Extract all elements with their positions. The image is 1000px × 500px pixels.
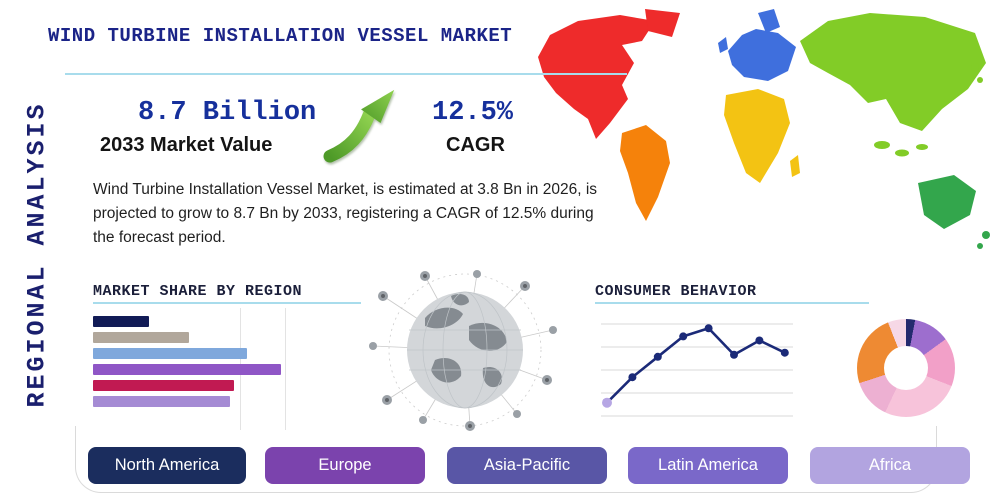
map-australia [918, 175, 976, 229]
map-africa [724, 89, 790, 183]
page-title: WIND TURBINE INSTALLATION VESSEL MARKET [48, 24, 513, 47]
donut-hole [884, 346, 928, 390]
bar-segment [93, 396, 231, 407]
map-island-2 [895, 149, 909, 157]
region-button-africa[interactable]: Africa [810, 447, 970, 484]
map-north-america [538, 15, 655, 139]
growth-arrow-icon [323, 89, 395, 163]
market-share-underline [93, 302, 361, 304]
cagr-value: 12.5% [432, 98, 514, 128]
world-map-image [538, 9, 990, 249]
map-scandinavia [758, 9, 780, 33]
map-asia [800, 13, 986, 131]
market-value-2033: 8.7 Billion [138, 98, 317, 128]
market-value-label: 2033 Market Value [100, 134, 273, 156]
market-share-heading: MARKET SHARE BY REGION [93, 283, 303, 300]
bar-segment [93, 316, 150, 327]
map-new-zealand-1 [982, 231, 990, 239]
bar-segment [93, 380, 234, 391]
map-island-1 [874, 141, 890, 149]
bar-segment [93, 364, 281, 375]
map-uk [718, 37, 728, 53]
map-new-zealand-2 [977, 243, 983, 249]
globe-network-image [369, 270, 557, 431]
bar-segment [93, 348, 248, 359]
line-chart [601, 323, 793, 417]
map-island-3 [916, 144, 928, 150]
region-button-north-america[interactable]: North America [88, 447, 246, 484]
map-madagascar [790, 155, 800, 177]
region-button-europe[interactable]: Europe [265, 447, 425, 484]
bar-segment [93, 332, 189, 343]
map-japan-1 [971, 63, 979, 71]
consumer-behavior-underline [595, 302, 869, 304]
cagr-label: CAGR [446, 134, 505, 156]
region-button-latin-america[interactable]: Latin America [628, 447, 788, 484]
bar-chart [93, 308, 293, 430]
map-south-america [620, 125, 670, 221]
donut-chart [857, 319, 955, 417]
panel-top-divider [65, 73, 627, 75]
map-greenland [645, 9, 680, 37]
market-description: Wind Turbine Installation Vessel Market,… [93, 181, 598, 247]
side-label-regional-analysis: REGIONAL ANALYSIS [22, 101, 52, 408]
map-europe [728, 29, 796, 81]
region-button-asia-pacific[interactable]: Asia-Pacific [447, 447, 607, 484]
consumer-behavior-heading: CONSUMER BEHAVIOR [595, 283, 757, 300]
bar-chart-gridline [285, 308, 286, 430]
bar-chart-bars [93, 316, 293, 407]
map-japan-2 [977, 77, 983, 83]
